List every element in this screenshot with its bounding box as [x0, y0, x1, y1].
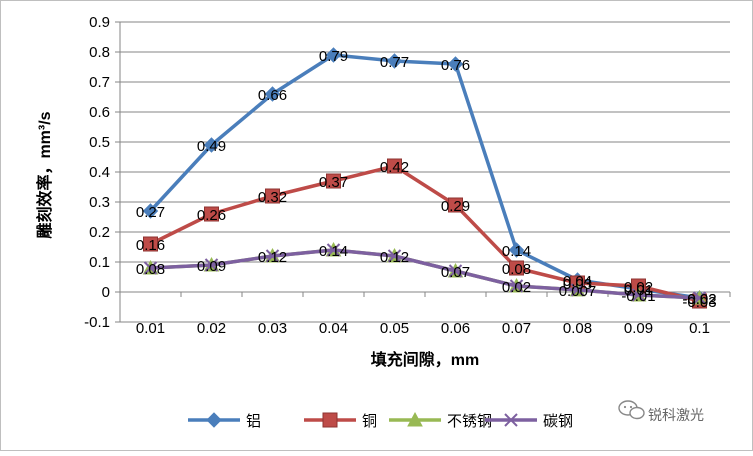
data-label: -0.03: [682, 294, 716, 311]
wechat-icon: [618, 400, 645, 420]
data-label: 0.29: [441, 198, 470, 215]
data-label: 0.12: [380, 249, 409, 266]
series-line-3: [150, 248, 700, 300]
data-point: [143, 261, 158, 275]
data-point: [508, 242, 525, 258]
x-tick-label: 0.09: [624, 320, 653, 337]
data-point: [386, 53, 403, 69]
data-label: 0.007: [559, 283, 597, 300]
data-point: [265, 188, 280, 204]
legend: 铝 铜 不锈钢 碳钢: [188, 411, 573, 430]
data-label: 0.03: [563, 276, 592, 293]
data-point: [204, 206, 219, 222]
data-point: [142, 203, 159, 219]
data-point: [387, 158, 402, 174]
watermark-text: 锐科激光: [648, 407, 704, 423]
y-tick-label: 0: [102, 284, 110, 301]
data-label: -0.01: [621, 288, 655, 305]
legend-entry: 铝: [246, 413, 261, 430]
y-tick-label: 0.2: [89, 224, 110, 241]
legend-entry: 碳钢: [543, 413, 573, 430]
data-label: 0.07: [441, 264, 470, 281]
y-axis-title: 雕刻效率，mm³/s: [35, 111, 54, 238]
data-label: -0.02: [682, 291, 716, 308]
data-label: 0.04: [563, 273, 592, 290]
legend-entry: 不锈钢: [447, 413, 492, 430]
y-tick-label: 0.3: [89, 194, 110, 211]
data-label: 0.79: [319, 48, 348, 65]
data-label: 0.76: [441, 57, 470, 74]
data-label: 0.08: [136, 261, 165, 278]
legend-marker: [504, 413, 518, 427]
watermark: 锐科激光: [618, 400, 704, 423]
data-point: [631, 288, 646, 302]
data-point: [265, 249, 280, 263]
data-label: 0.37: [319, 174, 348, 191]
y-tick-label: 0.5: [89, 134, 110, 151]
x-tick-label: 0.07: [502, 320, 531, 337]
data-label: 0.14: [319, 243, 348, 260]
data-labels: 0.270.490.660.79 0.77 0.760.140.040.01-0.0…: [136, 48, 717, 311]
data-point: [325, 47, 342, 63]
legend-marker: [322, 412, 338, 428]
series-line-1: [149, 164, 700, 303]
data-point: [448, 264, 463, 278]
x-tick-label: 0.03: [258, 320, 287, 337]
y-tick-label: 0.6: [89, 104, 110, 121]
legend-marker: [407, 411, 423, 427]
x-tick-label: 0.08: [563, 320, 592, 337]
data-label: 0.08: [502, 261, 531, 278]
data-label: 0.49: [197, 138, 226, 155]
x-tick-label: 0.1: [689, 320, 710, 337]
data-point: [387, 249, 402, 263]
data-label: 0.01: [624, 282, 653, 299]
data-point: [447, 56, 464, 72]
data-label: 0.77: [380, 54, 409, 71]
data-label: 0.14: [502, 243, 531, 260]
data-label: 0.26: [197, 207, 226, 224]
x-tick-label: 0.05: [380, 320, 409, 337]
data-label: 0.12: [258, 249, 287, 266]
data-point: [692, 291, 707, 305]
data-point: [264, 86, 281, 102]
data-label: 0.42: [380, 159, 409, 176]
legend-marker: [206, 412, 222, 428]
y-tick-label: 0.7: [89, 74, 110, 91]
data-point: [509, 260, 524, 276]
x-tick-label: 0.01: [136, 320, 165, 337]
data-point: [204, 258, 219, 272]
x-tick-label: 0.02: [197, 320, 226, 337]
legend-entry: 铜: [362, 413, 377, 430]
axes: -0.100.10.20.30.40.50.60.70.80.90.01 0.02…: [84, 14, 731, 337]
y-tick-label: -0.1: [84, 314, 110, 331]
data-label: 0.32: [258, 189, 287, 206]
y-tick-label: 0.1: [89, 254, 110, 271]
series-layer: [142, 47, 708, 309]
data-label: 0.27: [136, 204, 165, 221]
x-tick-label: 0.04: [319, 320, 348, 337]
data-label: 0.02: [502, 279, 531, 296]
data-point: [326, 243, 341, 257]
data-label: 0.16: [136, 237, 165, 254]
x-axis-title: 填充间隙，mm: [371, 350, 479, 369]
data-label: 0.09: [197, 258, 226, 275]
data-point: [509, 279, 524, 293]
data-label: 0.66: [258, 87, 287, 104]
data-point: [326, 173, 341, 189]
y-tick-label: 0.9: [89, 14, 110, 31]
data-label: -0.02: [682, 291, 716, 308]
data-point: [143, 236, 158, 252]
data-label: 0.02: [624, 279, 653, 296]
data-point: [570, 283, 585, 297]
data-point: [203, 137, 220, 153]
y-tick-label: 0.8: [89, 44, 110, 61]
x-tick-label: 0.06: [441, 320, 470, 337]
data-point: [448, 197, 463, 213]
y-tick-label: 0.4: [89, 164, 110, 181]
